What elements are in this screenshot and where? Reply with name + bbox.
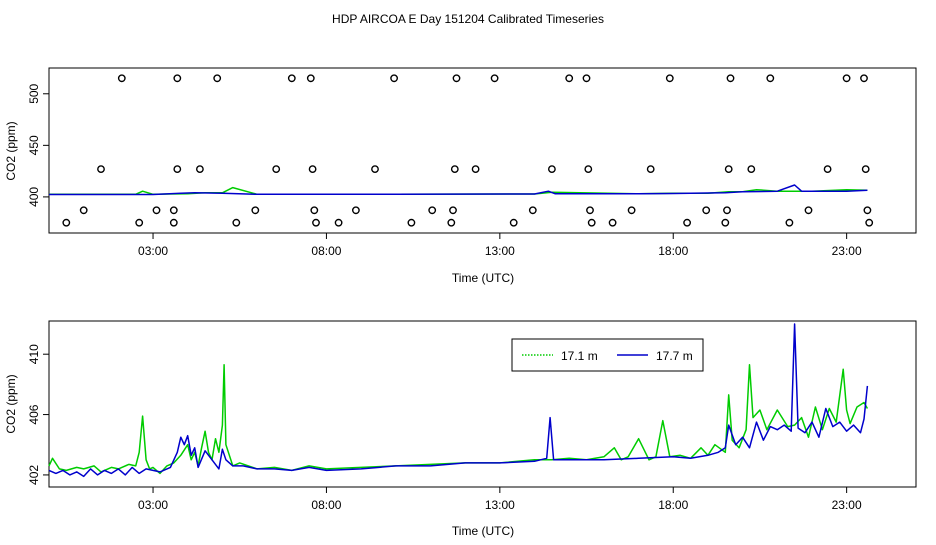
top-marker-point: [351, 206, 360, 215]
top-marker-point: [842, 74, 851, 83]
bottom-y-axis-label: CO2 (ppm): [4, 374, 18, 433]
bottom-plot-frame: [48, 320, 917, 488]
top-marker-point: [272, 165, 281, 174]
top-series: [49, 184, 868, 196]
top-marker-point: [447, 218, 456, 227]
top-marker-point: [509, 218, 518, 227]
top-marker-point: [169, 206, 178, 215]
top-marker-point: [97, 165, 105, 174]
top-marker-point: [565, 74, 574, 83]
top-marker-point: [371, 165, 379, 174]
legend-label-17-1m: 17.1 m: [561, 349, 598, 363]
top-marker-point: [665, 74, 674, 83]
top-marker-point: [861, 165, 870, 174]
top-marker-point: [471, 165, 480, 174]
top-marker-point: [608, 218, 617, 227]
bottom-series-17-1-m-line: [48, 364, 869, 475]
top-panel: 03:00 08:00 13:00 18:00 23:00 400 450 500 Time…: [4, 67, 917, 285]
top-markers: [62, 74, 874, 227]
top-marker-point: [213, 74, 222, 83]
top-marker-point: [627, 206, 636, 215]
top-y-tick-label: 450: [27, 135, 41, 155]
top-marker-point: [308, 165, 317, 174]
top-marker-point: [785, 218, 794, 227]
top-marker-point: [428, 206, 437, 215]
top-marker-point: [823, 165, 832, 174]
top-x-tick-label: 18:00: [658, 244, 688, 258]
top-x-tick-label: 23:00: [832, 244, 862, 258]
top-x-tick-label: 08:00: [311, 244, 341, 258]
top-marker-point: [723, 206, 731, 215]
top-marker-point: [334, 218, 343, 227]
top-marker-point: [490, 74, 499, 83]
top-marker-point: [452, 74, 461, 83]
bottom-series: [48, 323, 869, 478]
bottom-x-tick-label: 08:00: [311, 498, 341, 512]
top-marker-point: [152, 206, 161, 215]
top-x-tick-label: 13:00: [485, 244, 515, 258]
bottom-y-tick-label: 410: [27, 344, 41, 364]
bottom-y-tick-label: 406: [27, 404, 41, 424]
top-marker-point: [582, 74, 591, 83]
top-y-axis-label: CO2 (ppm): [4, 121, 18, 180]
bottom-x-tick-label: 03:00: [138, 498, 168, 512]
top-marker-point: [863, 206, 872, 215]
top-marker-point: [169, 218, 178, 227]
legend: 17.1 m 17.7 m: [511, 338, 704, 372]
top-marker-point: [646, 165, 655, 174]
top-marker-point: [865, 218, 874, 227]
top-marker-point: [306, 74, 315, 83]
top-marker-point: [702, 206, 711, 215]
top-marker-point: [251, 206, 260, 215]
top-marker-point: [587, 218, 596, 227]
chart-title: HDP AIRCOA E Day 151204 Calibrated Times…: [332, 12, 604, 26]
top-y-tick-label: 400: [27, 187, 41, 207]
top-marker-point: [584, 165, 593, 174]
top-marker-point: [312, 218, 320, 227]
top-marker-point: [528, 206, 537, 215]
top-marker-point: [804, 206, 813, 215]
top-x-axis: 03:00 08:00 13:00 18:00 23:00: [138, 233, 862, 258]
top-marker-point: [724, 165, 733, 174]
top-marker-point: [117, 74, 126, 83]
top-marker-point: [287, 74, 296, 83]
bottom-panel: 03:00 08:00 13:00 18:00 23:00 402 406 410 Time…: [4, 320, 917, 538]
top-marker-point: [449, 206, 457, 215]
bottom-y-tick-label: 402: [27, 465, 41, 485]
top-marker-point: [407, 218, 416, 227]
top-marker-point: [390, 74, 398, 83]
bottom-x-tick-label: 23:00: [832, 498, 862, 512]
top-marker-point: [586, 206, 594, 215]
top-marker-point: [232, 218, 241, 227]
top-marker-point: [173, 74, 182, 83]
top-marker-point: [766, 74, 775, 83]
top-marker-point: [173, 165, 182, 174]
top-marker-point: [62, 218, 71, 227]
top-marker-point: [310, 206, 319, 215]
top-marker-point: [548, 165, 556, 174]
top-marker-point: [683, 218, 691, 227]
top-marker-point: [135, 218, 144, 227]
top-marker-point: [195, 165, 204, 174]
top-marker-point: [747, 165, 756, 174]
top-x-tick-label: 03:00: [138, 244, 168, 258]
bottom-x-tick-label: 18:00: [658, 498, 688, 512]
top-series-blue-line: [49, 184, 868, 196]
top-marker-point: [79, 206, 88, 215]
top-plot-frame: [48, 67, 917, 234]
top-y-axis: 400 450 500: [27, 83, 49, 207]
top-marker-point: [721, 218, 730, 227]
bottom-x-tick-label: 13:00: [485, 498, 515, 512]
bottom-series-17-7-m-line: [48, 323, 869, 478]
bottom-x-axis: 03:00 08:00 13:00 18:00 23:00: [138, 487, 862, 512]
top-marker-point: [726, 74, 735, 83]
top-x-axis-label: Time (UTC): [452, 271, 514, 285]
top-marker-point: [860, 74, 868, 83]
top-marker-point: [450, 165, 459, 174]
bottom-x-axis-label: Time (UTC): [452, 524, 514, 538]
top-y-tick-label: 500: [27, 83, 41, 103]
legend-label-17-7m: 17.7 m: [656, 349, 693, 363]
bottom-y-axis: 402 406 410: [27, 344, 49, 485]
